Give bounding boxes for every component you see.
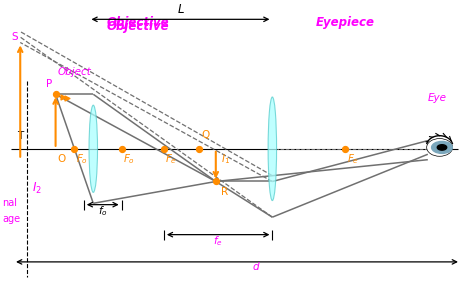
Text: age: age xyxy=(2,214,20,224)
Text: T: T xyxy=(17,131,24,141)
Text: nal: nal xyxy=(2,198,18,208)
Circle shape xyxy=(438,145,447,150)
Point xyxy=(160,146,168,151)
Circle shape xyxy=(432,141,452,153)
Point xyxy=(212,179,219,184)
Point xyxy=(64,96,71,101)
Text: $f_o$: $f_o$ xyxy=(98,204,108,218)
Text: $F_e$: $F_e$ xyxy=(165,152,177,166)
Text: $F_o$: $F_o$ xyxy=(123,152,135,166)
Point xyxy=(52,92,59,97)
Text: $I_2$: $I_2$ xyxy=(32,182,42,196)
Text: Eye: Eye xyxy=(428,93,447,103)
Point xyxy=(118,146,125,151)
Text: Q: Q xyxy=(201,130,210,140)
Text: $F_o$: $F_o$ xyxy=(76,152,88,166)
Text: P: P xyxy=(46,80,52,89)
Text: $f_e$: $f_e$ xyxy=(213,234,223,248)
Text: $d$: $d$ xyxy=(252,260,260,272)
Point xyxy=(195,146,203,151)
Text: $F_e$: $F_e$ xyxy=(347,152,359,166)
Text: Objective: Objective xyxy=(107,20,169,33)
Ellipse shape xyxy=(427,139,453,156)
Point xyxy=(59,95,66,99)
Text: R: R xyxy=(220,187,228,197)
Point xyxy=(71,146,78,151)
Text: Object: Object xyxy=(58,67,92,77)
Text: $I_1$: $I_1$ xyxy=(220,152,229,166)
Ellipse shape xyxy=(268,97,277,201)
Ellipse shape xyxy=(89,105,98,192)
Text: S: S xyxy=(11,32,18,42)
Text: $L$: $L$ xyxy=(176,3,184,15)
Point xyxy=(342,146,349,151)
Text: Objective: Objective xyxy=(107,16,169,29)
Text: Eyepiece: Eyepiece xyxy=(316,16,375,29)
Text: O: O xyxy=(57,154,65,164)
